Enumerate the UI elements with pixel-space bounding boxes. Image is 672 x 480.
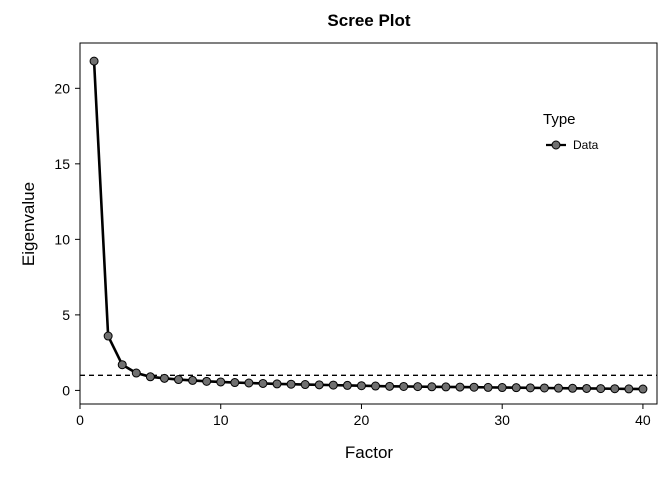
data-point <box>582 383 592 393</box>
data-point <box>258 378 268 388</box>
x-tick-label: 40 <box>635 412 651 428</box>
series-layer <box>89 56 648 394</box>
data-point <box>286 379 296 389</box>
data-point <box>511 383 521 393</box>
series-line-data <box>92 61 643 391</box>
data-point <box>159 373 169 383</box>
data-point <box>638 384 648 394</box>
data-point <box>174 375 184 385</box>
data-point <box>244 378 254 388</box>
data-point <box>469 382 479 392</box>
data-point <box>202 376 212 386</box>
data-point <box>525 383 535 393</box>
data-point <box>300 380 310 390</box>
data-point <box>624 384 634 394</box>
data-point <box>441 382 451 392</box>
legend-title: Type <box>543 111 576 128</box>
data-point <box>356 381 366 391</box>
legend-entry-data: Data <box>573 138 599 152</box>
data-point <box>117 360 127 370</box>
chart-title: Scree Plot <box>327 11 410 30</box>
data-point <box>230 378 240 388</box>
data-point <box>89 56 99 66</box>
x-tick-label: 0 <box>76 412 84 428</box>
data-point <box>539 383 549 393</box>
y-tick-label: 10 <box>54 231 70 247</box>
y-tick-label: 5 <box>62 307 70 323</box>
data-point <box>328 380 338 390</box>
y-tick-label: 0 <box>62 382 70 398</box>
data-point <box>413 382 423 392</box>
data-point <box>553 383 563 393</box>
data-point <box>131 368 141 378</box>
data-point <box>314 380 324 390</box>
x-tick-label: 10 <box>213 412 229 428</box>
y-tick-label: 15 <box>54 156 70 172</box>
data-point <box>399 381 409 391</box>
legend-marker-swatch <box>551 140 561 150</box>
data-point <box>385 381 395 391</box>
data-point <box>455 382 465 392</box>
axis-layer: 0 10 20 30 40 0 5 10 15 20 <box>54 80 651 428</box>
data-point <box>483 382 493 392</box>
data-point <box>610 384 620 394</box>
data-point <box>145 372 155 382</box>
data-point <box>342 380 352 390</box>
y-tick-label: 20 <box>54 80 70 96</box>
data-point <box>188 375 198 385</box>
y-axis-label: Eigenvalue <box>19 182 38 266</box>
x-tick-label: 20 <box>354 412 370 428</box>
data-point <box>596 384 606 394</box>
data-point <box>568 383 578 393</box>
plot-frame <box>79 42 658 405</box>
data-point <box>427 382 437 392</box>
data-point <box>497 383 507 393</box>
data-point <box>103 331 113 341</box>
x-axis-label: Factor <box>345 443 394 462</box>
data-point <box>371 381 381 391</box>
data-point <box>272 379 282 389</box>
data-point <box>216 377 226 387</box>
x-tick-label: 30 <box>494 412 510 428</box>
legend: Type Data <box>543 111 599 152</box>
